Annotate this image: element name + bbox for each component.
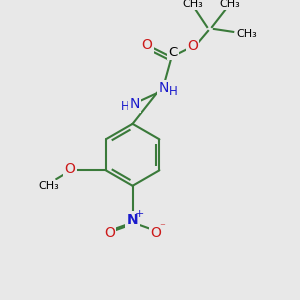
Text: CH₃: CH₃ xyxy=(236,29,257,39)
Text: N: N xyxy=(158,81,169,95)
Text: O: O xyxy=(150,226,161,240)
Text: H: H xyxy=(121,100,129,113)
Text: ⁻: ⁻ xyxy=(160,222,166,233)
Text: O: O xyxy=(187,39,198,53)
Text: H: H xyxy=(169,85,178,98)
Text: N: N xyxy=(127,213,138,227)
Text: O: O xyxy=(142,38,152,52)
Text: CH₃: CH₃ xyxy=(38,181,59,191)
Text: CH₃: CH₃ xyxy=(219,0,240,9)
Text: +: + xyxy=(135,209,144,219)
Text: C: C xyxy=(169,46,178,59)
Text: N: N xyxy=(129,98,140,112)
Text: CH₃: CH₃ xyxy=(182,0,203,9)
Text: O: O xyxy=(64,162,75,176)
Text: O: O xyxy=(104,226,115,240)
